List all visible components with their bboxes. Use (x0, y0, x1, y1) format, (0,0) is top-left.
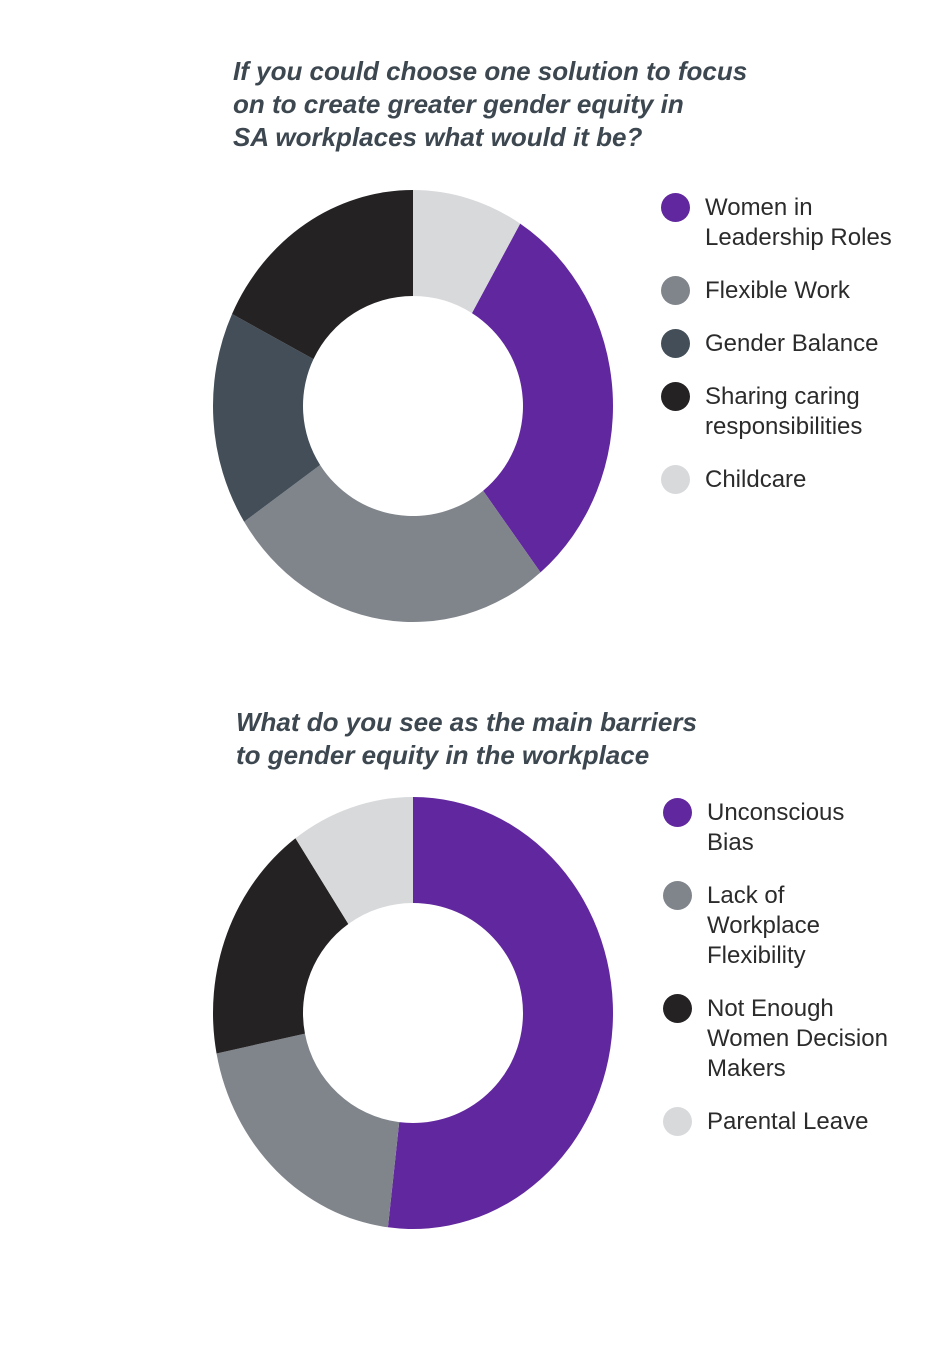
legend-label: Bias (707, 829, 754, 856)
legend-swatch-icon (663, 798, 692, 827)
chart-1-donut (213, 190, 613, 622)
chart-2-title-line: What do you see as the main barriers (236, 707, 697, 737)
chart-1-title: If you could choose one solution to focu… (233, 55, 747, 154)
slice-childcare (413, 190, 521, 314)
slice-women-in-leadership-roles (471, 223, 613, 573)
legend-label: Childcare (705, 466, 807, 493)
legend-label: Not Enough (707, 995, 834, 1022)
legend-swatch-icon (663, 994, 692, 1023)
slice-lack-of-workplace-flexibility (216, 1033, 400, 1228)
legend-swatch-icon (661, 382, 690, 411)
legend-item-gender-balance: Gender Balance (661, 329, 892, 359)
legend-item-lack-of-workplace-flexibility: Lack of Workplace Flexibility (663, 881, 888, 971)
slice-unconscious-bias (387, 797, 613, 1229)
slice-gender-balance (213, 314, 321, 522)
legend-label: Workplace (707, 912, 820, 939)
legend-swatch-icon (661, 193, 690, 222)
legend-label: Women in (705, 194, 813, 221)
legend-item-unconscious-bias: Unconscious Bias (663, 798, 888, 858)
legend-item-flexible-work: Flexible Work (661, 276, 892, 306)
legend-label: Sharing caring (705, 383, 860, 410)
chart-2-legend: Unconscious Bias Lack of Workplace Flexibili… (663, 798, 888, 1160)
chart-2-title: What do you see as the main barriers to … (236, 706, 697, 772)
chart-2-donut (213, 797, 613, 1229)
chart-1-legend: Women in Leadership Roles Flexible Work Gen… (661, 193, 892, 518)
legend-swatch-icon (663, 1107, 692, 1136)
slice-sharing-caring-responsibilities (232, 190, 413, 360)
legend-label: responsibilities (705, 413, 863, 440)
legend-item-sharing-caring-responsibilities: Sharing caring responsibilities (661, 382, 892, 442)
legend-label: Flexible Work (705, 277, 850, 304)
legend-swatch-icon (663, 881, 692, 910)
slice-flexible-work (244, 464, 541, 622)
legend-label: Leadership Roles (705, 224, 892, 251)
legend-label: Gender Balance (705, 330, 879, 357)
slice-not-enough-women-decision-makers (213, 838, 349, 1054)
legend-swatch-icon (661, 276, 690, 305)
legend-label: Makers (707, 1055, 786, 1082)
legend-item-childcare: Childcare (661, 465, 892, 495)
slice-parental-leave (295, 797, 413, 925)
legend-label: Women Decision (707, 1025, 888, 1052)
legend-item-parental-leave: Parental Leave (663, 1107, 888, 1137)
chart-1-title-line: SA workplaces what would it be? (233, 122, 643, 152)
legend-item-women-in-leadership-roles: Women in Leadership Roles (661, 193, 892, 253)
chart-2-title-line: to gender equity in the workplace (236, 740, 650, 770)
legend-label: Unconscious (707, 799, 845, 826)
legend-swatch-icon (661, 465, 690, 494)
legend-label: Lack of (707, 882, 785, 909)
legend-label: Parental Leave (707, 1108, 869, 1135)
legend-label: Flexibility (707, 942, 806, 969)
chart-1-title-line: If you could choose one solution to focu… (233, 56, 748, 86)
legend-swatch-icon (661, 329, 690, 358)
chart-1-title-line: on to create greater gender equity in (233, 89, 684, 119)
legend-item-not-enough-women-decision-makers: Not Enough Women Decision Makers (663, 994, 888, 1084)
